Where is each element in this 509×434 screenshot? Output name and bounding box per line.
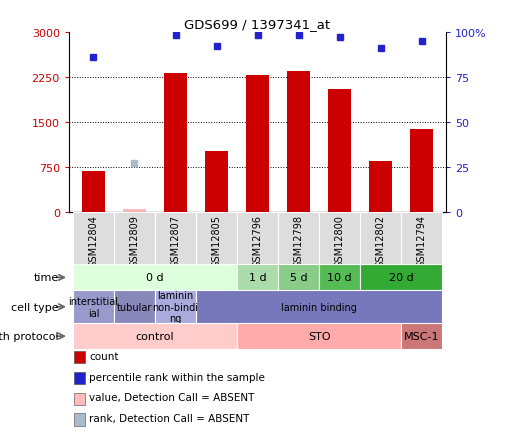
Text: GSM12798: GSM12798 <box>293 214 303 267</box>
Bar <box>73 265 237 291</box>
Bar <box>164 73 186 213</box>
Bar <box>401 323 441 349</box>
Text: 5 d: 5 d <box>289 273 307 283</box>
Text: GSM12802: GSM12802 <box>375 214 385 267</box>
Bar <box>237 323 401 349</box>
Text: growth protocol: growth protocol <box>0 332 59 341</box>
Title: GDS699 / 1397341_at: GDS699 / 1397341_at <box>184 18 330 31</box>
Bar <box>123 210 146 213</box>
Bar <box>246 76 268 213</box>
Text: GSM12800: GSM12800 <box>334 214 344 267</box>
Bar <box>359 265 441 291</box>
Text: cell type: cell type <box>11 302 59 312</box>
Bar <box>195 291 441 323</box>
Bar <box>237 265 277 291</box>
Bar <box>195 213 237 265</box>
Bar <box>401 213 441 265</box>
Bar <box>287 72 309 213</box>
Text: GSM12807: GSM12807 <box>170 214 180 267</box>
Bar <box>237 213 277 265</box>
Bar <box>73 291 114 323</box>
Text: laminin binding: laminin binding <box>280 302 356 312</box>
Bar <box>114 213 155 265</box>
Text: MSC-1: MSC-1 <box>403 332 439 341</box>
Text: 20 d: 20 d <box>388 273 413 283</box>
Text: STO: STO <box>307 332 330 341</box>
Text: value, Detection Call = ABSENT: value, Detection Call = ABSENT <box>89 393 254 402</box>
Bar <box>114 291 155 323</box>
Text: rank, Detection Call = ABSENT: rank, Detection Call = ABSENT <box>89 414 249 423</box>
Bar <box>73 323 237 349</box>
Bar <box>155 213 195 265</box>
Text: 1 d: 1 d <box>248 273 266 283</box>
Text: GSM12804: GSM12804 <box>88 214 98 267</box>
Text: GSM12794: GSM12794 <box>416 214 426 267</box>
Bar <box>319 213 359 265</box>
Text: percentile rank within the sample: percentile rank within the sample <box>89 372 265 381</box>
Bar <box>328 89 350 213</box>
Text: GSM12796: GSM12796 <box>252 214 262 267</box>
Text: tubular: tubular <box>117 302 152 312</box>
Text: time: time <box>33 273 59 283</box>
Text: count: count <box>89 351 119 361</box>
Text: 10 d: 10 d <box>327 273 351 283</box>
Bar <box>369 161 391 213</box>
Bar <box>205 151 228 213</box>
Bar <box>410 130 432 213</box>
Text: 0 d: 0 d <box>146 273 163 283</box>
Bar <box>82 172 104 213</box>
Bar <box>277 213 319 265</box>
Text: interstitial
ial: interstitial ial <box>68 296 118 318</box>
Bar <box>155 291 195 323</box>
Bar <box>277 265 319 291</box>
Text: GSM12805: GSM12805 <box>211 214 221 267</box>
Bar <box>73 213 114 265</box>
Text: GSM12809: GSM12809 <box>129 214 139 267</box>
Bar <box>359 213 401 265</box>
Text: control: control <box>135 332 174 341</box>
Text: laminin
non-bindi
ng: laminin non-bindi ng <box>152 290 198 324</box>
Bar <box>319 265 359 291</box>
